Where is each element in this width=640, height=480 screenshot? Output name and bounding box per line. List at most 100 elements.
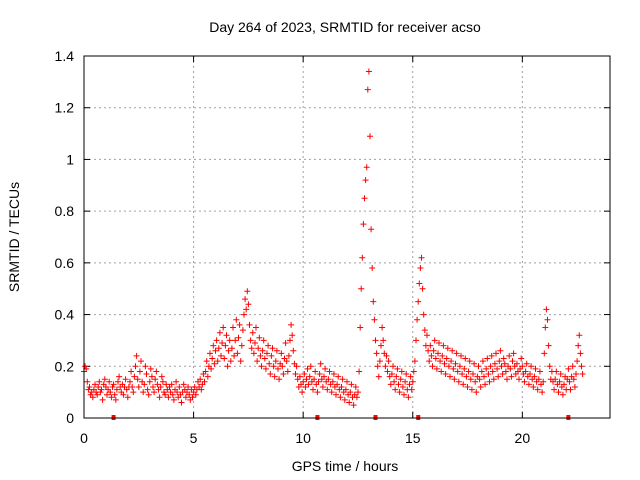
data-point — [186, 391, 193, 398]
data-point — [99, 396, 106, 403]
data-point — [498, 363, 505, 370]
data-point — [243, 306, 250, 313]
data-point — [450, 365, 457, 372]
data-point — [189, 394, 196, 401]
data-point — [273, 347, 280, 354]
x-tick-label: 0 — [80, 430, 88, 446]
data-point — [385, 358, 392, 365]
data-point — [513, 360, 520, 367]
data-point — [107, 389, 114, 396]
data-point — [396, 389, 403, 396]
data-point — [559, 391, 566, 398]
y-tick-label: 0 — [66, 410, 74, 426]
data-point — [482, 381, 489, 388]
data-point — [442, 371, 449, 377]
data-point — [265, 342, 272, 349]
data-point — [201, 378, 208, 385]
chart-title: Day 264 of 2023, SRMTID for receiver acs… — [209, 19, 481, 35]
data-point — [451, 376, 458, 383]
data-point — [198, 386, 205, 393]
x-tick-label: 5 — [190, 430, 198, 446]
data-point — [462, 355, 469, 362]
data-point — [570, 376, 577, 383]
data-point — [507, 365, 514, 372]
data-point — [237, 358, 244, 365]
data-point — [276, 376, 283, 383]
data-point — [536, 368, 543, 375]
data-point — [497, 347, 504, 354]
data-point — [573, 371, 579, 377]
data-point — [415, 298, 422, 305]
data-point — [147, 365, 154, 372]
data-point — [519, 363, 526, 370]
data-point — [176, 384, 183, 390]
data-point — [153, 368, 160, 375]
data-point — [496, 358, 503, 365]
x-tick-label: 20 — [515, 430, 531, 446]
data-point — [370, 298, 377, 305]
data-point — [551, 386, 558, 393]
data-point — [372, 337, 379, 344]
data-point — [300, 378, 307, 385]
data-point — [333, 391, 339, 398]
data-point — [484, 355, 491, 362]
data-point — [358, 285, 365, 292]
data-point — [113, 386, 120, 393]
data-point — [338, 384, 345, 390]
data-point — [306, 373, 313, 380]
data-point — [129, 384, 136, 390]
data-point — [141, 381, 148, 388]
data-point — [268, 352, 275, 359]
data-point — [236, 321, 243, 328]
data-point — [361, 195, 368, 202]
data-point — [316, 371, 323, 377]
data-point — [145, 391, 152, 398]
data-point — [185, 384, 192, 390]
data-point — [209, 355, 216, 362]
data-point — [374, 363, 381, 370]
data-point — [384, 368, 391, 375]
data-point — [322, 365, 329, 372]
data-point — [365, 68, 372, 75]
data-point — [435, 350, 441, 357]
data-point — [280, 371, 287, 377]
data-point — [128, 368, 135, 375]
data-point — [438, 368, 445, 375]
data-point — [388, 371, 395, 377]
data-point — [483, 365, 490, 372]
data-point — [178, 399, 185, 406]
data-point — [534, 386, 541, 393]
data-point — [264, 350, 270, 357]
data-point — [329, 378, 336, 385]
data-point — [260, 337, 267, 344]
data-point — [261, 355, 268, 362]
data-point — [231, 352, 238, 359]
data-point — [521, 378, 528, 385]
data-point — [111, 391, 118, 398]
data-point — [518, 355, 525, 362]
data-point — [242, 296, 249, 303]
data-point — [132, 363, 139, 370]
data-point — [478, 368, 485, 375]
data-point — [173, 378, 180, 385]
data-point — [368, 226, 375, 233]
data-point — [541, 350, 548, 357]
data-point — [379, 324, 386, 331]
data-point — [86, 384, 93, 390]
data-point — [433, 365, 440, 372]
data-point — [371, 316, 378, 323]
data-point — [305, 381, 312, 388]
data-point — [94, 391, 101, 398]
data-point — [470, 371, 476, 377]
data-point — [477, 384, 484, 390]
data-point — [382, 363, 389, 370]
data-point — [364, 86, 371, 93]
data-point — [347, 389, 354, 396]
data-point — [577, 350, 584, 357]
data-point — [224, 363, 231, 370]
data-point — [544, 316, 551, 323]
data-point — [510, 350, 517, 357]
data-point — [207, 350, 213, 357]
data-point — [116, 373, 123, 380]
data-point — [204, 373, 211, 380]
